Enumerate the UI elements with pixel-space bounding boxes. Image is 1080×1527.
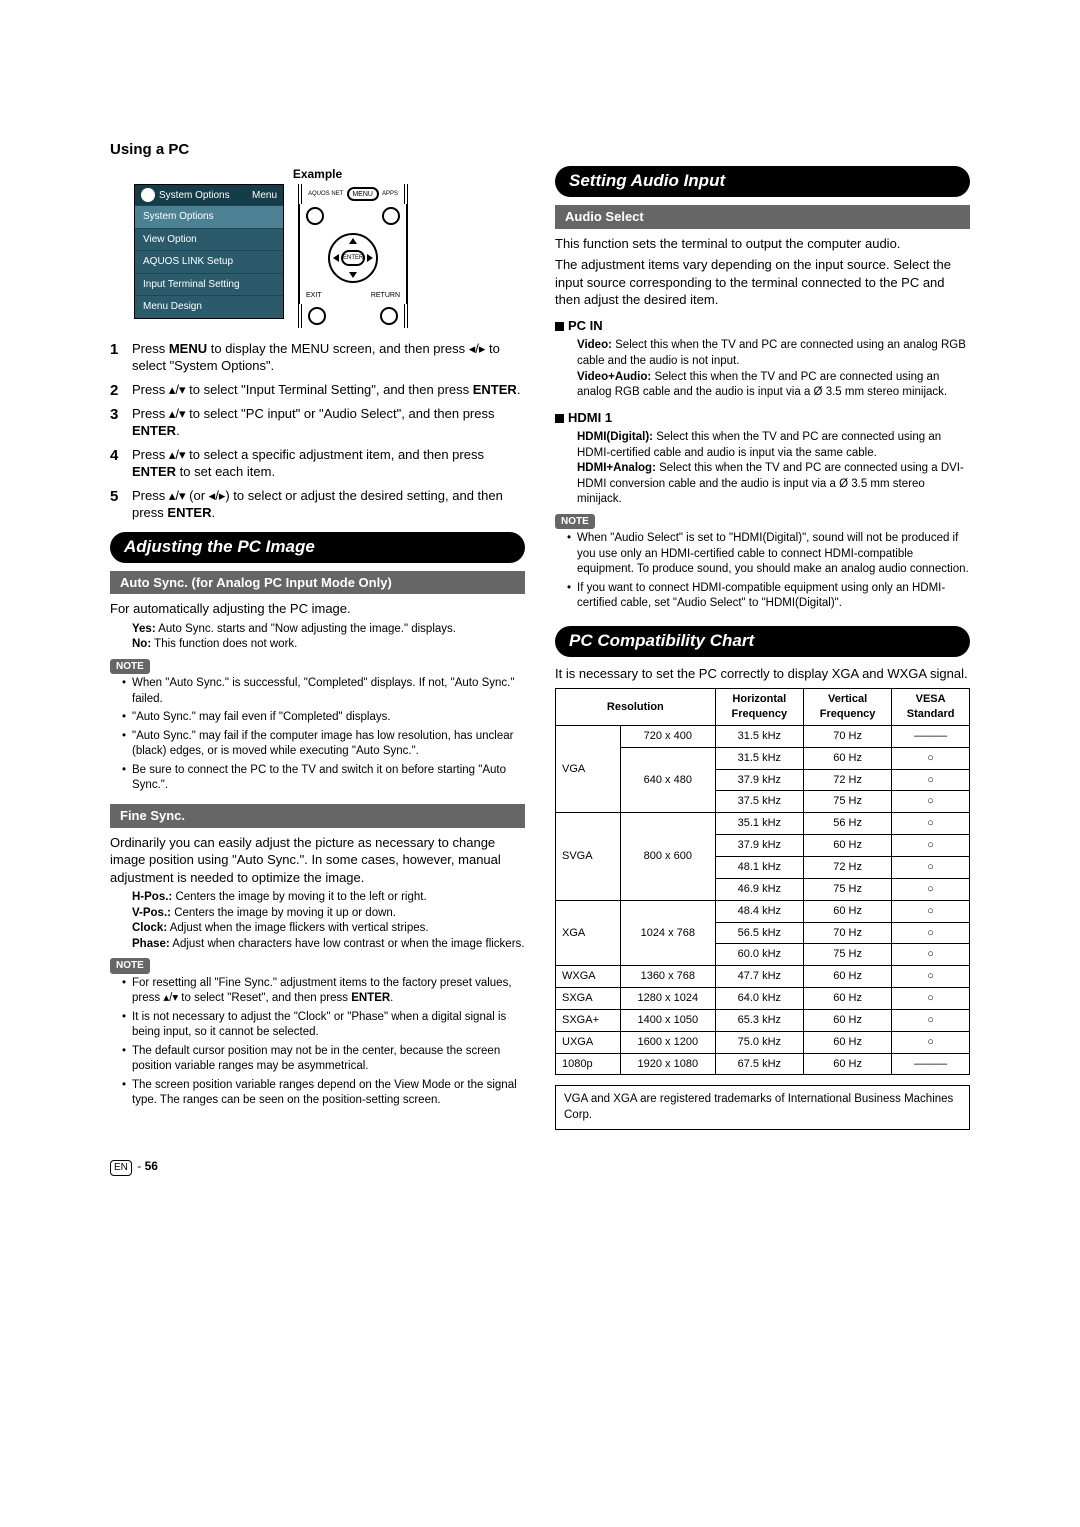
finesync-subheader: Fine Sync. (110, 804, 525, 828)
remote-button-icon (306, 207, 324, 225)
example-label: Example (110, 166, 525, 182)
hdmi-analog: HDMI+Analog: Select this when the TV and… (555, 461, 970, 508)
remote-label: AQUOS NET (308, 191, 343, 197)
compat-intro: It is necessary to set the PC correctly … (555, 665, 970, 683)
autosync-notes: When "Auto Sync." is successful, "Comple… (110, 676, 525, 794)
remote-label: RETURN (371, 291, 400, 300)
note-item: If you want to connect HDMI-compatible e… (567, 581, 970, 612)
audio-select-subheader: Audio Select (555, 205, 970, 229)
table-row: SXGA1280 x 102464.0 kHz60 Hz○ (556, 988, 970, 1010)
note-badge: NOTE (110, 958, 150, 974)
osd-menu: System Options Menu System Options View … (134, 184, 284, 319)
step-item: Press ▴/▾ to select a specific adjustmen… (110, 446, 525, 481)
autosync-yes: Yes: Auto Sync. starts and "Now adjustin… (110, 622, 525, 638)
audio-notes: When "Audio Select" is set to "HDMI(Digi… (555, 531, 970, 612)
table-row: SVGA800 x 60035.1 kHz56 Hz○ (556, 813, 970, 835)
osd-item: Input Terminal Setting (135, 273, 283, 296)
pcin-videoaudio: Video+Audio: Select this when the TV and… (555, 370, 970, 401)
pcin-video: Video: Select this when the TV and PC ar… (555, 338, 970, 369)
note-badge: NOTE (555, 514, 595, 530)
table-row: XGA1024 x 76848.4 kHz60 Hz○ (556, 900, 970, 922)
autosync-intro: For automatically adjusting the PC image… (110, 600, 525, 618)
note-item: "Auto Sync." may fail even if "Completed… (122, 710, 525, 726)
steps-list: Press MENU to display the MENU screen, a… (110, 340, 525, 522)
lang-badge: EN (110, 1160, 132, 1176)
note-item: The default cursor position may not be i… (122, 1044, 525, 1075)
enter-button-icon: ENTER (341, 250, 365, 266)
finesync-notes: For resetting all "Fine Sync." adjustmen… (110, 976, 525, 1109)
audio-intro-2: The adjustment items vary depending on t… (555, 256, 970, 309)
table-row: WXGA1360 x 76847.7 kHz60 Hz○ (556, 966, 970, 988)
note-badge: NOTE (110, 659, 150, 675)
osd-item: AQUOS LINK Setup (135, 250, 283, 273)
table-row: UXGA1600 x 120075.0 kHz60 Hz○ (556, 1031, 970, 1053)
th-hfreq: HorizontalFrequency (715, 689, 803, 726)
audio-intro-1: This function sets the terminal to outpu… (555, 235, 970, 253)
compat-table: Resolution HorizontalFrequency VerticalF… (555, 688, 970, 1075)
two-column-layout: Example System Options Menu System Optio… (110, 166, 970, 1130)
remote-button-icon (308, 307, 326, 325)
osd-item: Menu Design (135, 295, 283, 318)
note-item: The screen position variable ranges depe… (122, 1078, 525, 1109)
note-item: "Auto Sync." may fail if the computer im… (122, 729, 525, 760)
right-column: Setting Audio Input Audio Select This fu… (555, 166, 970, 1130)
osd-item: View Option (135, 228, 283, 251)
square-icon (555, 322, 564, 331)
th-vesa: VESAStandard (892, 689, 970, 726)
page-title: Using a PC (110, 140, 970, 160)
adjusting-pc-image-heading: Adjusting the PC Image (110, 532, 525, 563)
gear-icon (141, 188, 155, 202)
osd-header-right: Menu (252, 189, 277, 203)
page-number: 56 (145, 1159, 158, 1173)
osd-item: System Options (135, 205, 283, 228)
step-item: Press ▴/▾ to select "Input Terminal Sett… (110, 381, 525, 399)
setting-audio-heading: Setting Audio Input (555, 166, 970, 197)
autosync-no: No: This function does not work. (110, 637, 525, 653)
pcin-heading: PC IN (555, 317, 970, 335)
note-item: For resetting all "Fine Sync." adjustmen… (122, 976, 525, 1007)
step-item: Press MENU to display the MENU screen, a… (110, 340, 525, 375)
table-row: SXGA+1400 x 105065.3 kHz60 Hz○ (556, 1009, 970, 1031)
compat-heading: PC Compatibility Chart (555, 626, 970, 657)
menu-button-icon: MENU (347, 187, 379, 201)
page-footer: EN - 56 (110, 1158, 970, 1176)
step-item: Press ▴/▾ to select "PC input" or "Audio… (110, 405, 525, 440)
finesync-defs: H-Pos.: Centers the image by moving it t… (110, 890, 525, 952)
dpad-icon: ENTER (328, 233, 378, 283)
osd-header: System Options Menu (135, 185, 283, 205)
note-item: Be sure to connect the PC to the TV and … (122, 763, 525, 794)
note-item: It is not necessary to adjust the "Clock… (122, 1010, 525, 1041)
example-block: Example System Options Menu System Optio… (110, 166, 525, 328)
trademark-note: VGA and XGA are registered trademarks of… (555, 1085, 970, 1130)
hdmi-digital: HDMI(Digital): Select this when the TV a… (555, 430, 970, 461)
square-icon (555, 414, 564, 423)
osd-header-title: System Options (159, 189, 230, 203)
remote-button-icon (382, 207, 400, 225)
note-item: When "Auto Sync." is successful, "Comple… (122, 676, 525, 707)
step-item: Press ▴/▾ (or ◂/▸) to select or adjust t… (110, 487, 525, 522)
table-row: VGA720 x 40031.5 kHz70 Hz——— (556, 725, 970, 747)
hdmi-heading: HDMI 1 (555, 409, 970, 427)
table-row: 1080p1920 x 108067.5 kHz60 Hz——— (556, 1053, 970, 1075)
remote-label: EXIT (306, 291, 322, 300)
remote-button-icon (380, 307, 398, 325)
remote-diagram: AQUOS NET MENU APPS ENTER (298, 184, 408, 327)
note-item: When "Audio Select" is set to "HDMI(Digi… (567, 531, 970, 578)
finesync-intro: Ordinarily you can easily adjust the pic… (110, 834, 525, 887)
th-vfreq: VerticalFrequency (803, 689, 891, 726)
left-column: Example System Options Menu System Optio… (110, 166, 525, 1130)
th-resolution: Resolution (556, 689, 716, 726)
remote-label: APPS (382, 190, 398, 198)
autosync-subheader: Auto Sync. (for Analog PC Input Mode Onl… (110, 571, 525, 595)
